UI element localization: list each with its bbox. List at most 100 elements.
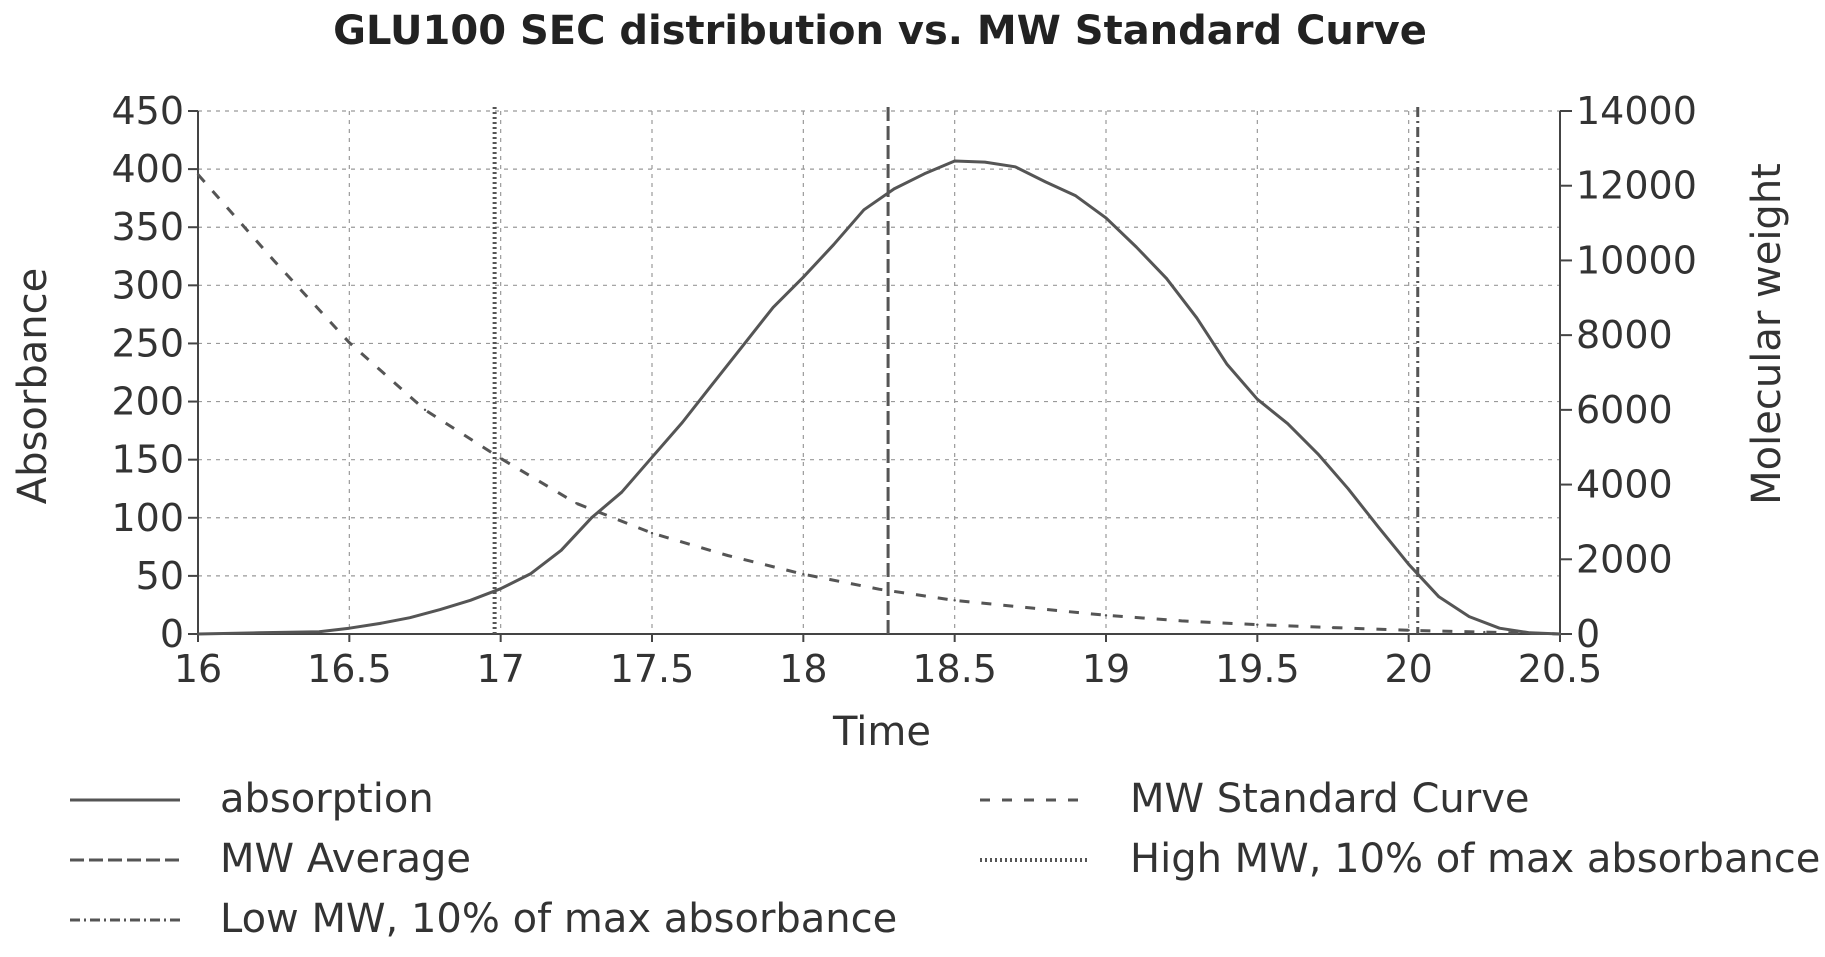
absorption-point: [1377, 525, 1380, 529]
absorption-point: [983, 160, 987, 164]
mw-standard-curve-point: [499, 457, 502, 460]
series: [196, 107, 1562, 636]
absorption-point: [892, 187, 896, 191]
absorption-point: [862, 208, 866, 211]
legend-label-low-mw-10-of-max-absorbance: Low MW, 10% of max absorbance: [220, 896, 897, 942]
legend-label-mw-standard-curve: MW Standard Curve: [1130, 776, 1529, 822]
absorption-point: [1286, 422, 1289, 425]
absorption-point: [1468, 615, 1471, 618]
x-tick-label: 16.5: [307, 647, 392, 691]
legend-label-high-mw-10-of-max-absorbance: High MW, 10% of max absorbance: [1130, 836, 1820, 882]
mw-standard-curve-point: [1558, 632, 1562, 636]
y-tick-label: 50: [136, 554, 184, 598]
tick-labels: 16 16.5 17 17.5 18 18.5 19 19.5 20 20.50501001502…: [111, 89, 1696, 691]
y2-tick-label: 10000: [1576, 238, 1697, 282]
y2-tick-label: 2000: [1576, 537, 1673, 581]
absorption-point: [1135, 245, 1138, 249]
absorption-point: [620, 491, 623, 494]
absorption-point: [832, 243, 835, 246]
absorption-point: [317, 630, 321, 633]
absorption-point: [1104, 216, 1108, 220]
absorption-point: [1256, 398, 1259, 401]
absorption-point: [348, 626, 351, 630]
mw-standard-curve-point: [1331, 626, 1335, 629]
absorption-point: [560, 549, 563, 552]
absorption-point: [923, 172, 926, 175]
absorption-point: [378, 622, 381, 625]
absorption-point: [499, 587, 502, 590]
absorption-point: [681, 421, 684, 424]
y2-tick-label: 0: [1576, 612, 1600, 656]
x-tick-label: 20: [1384, 647, 1432, 691]
mw-standard-curve-point: [575, 502, 578, 505]
absorption-point: [1044, 180, 1047, 184]
x-tick-label: 18: [779, 647, 827, 691]
absorption-point: [196, 632, 200, 636]
legend-label-mw-average: MW Average: [220, 836, 471, 882]
absorption-point: [741, 344, 744, 347]
y2-tick-label: 8000: [1576, 313, 1673, 357]
absorption-point: [953, 159, 956, 163]
mw-standard-curve-point: [1104, 614, 1108, 617]
absorption-point: [529, 572, 533, 575]
y2-tick-label: 6000: [1576, 388, 1673, 432]
absorption-point: [1437, 595, 1441, 599]
mw-standard-curve-point: [423, 408, 427, 412]
mw-standard-curve-point: [1256, 623, 1259, 626]
y-tick-label: 150: [111, 438, 184, 482]
y2-tick-label: 12000: [1576, 164, 1697, 208]
x-tick-label: 19: [1082, 647, 1130, 691]
mw-standard-curve-point: [272, 259, 275, 262]
mw-standard-curve-point: [1483, 630, 1486, 634]
absorption-point: [469, 599, 472, 602]
x-tick-label: 17: [476, 647, 524, 691]
legend-label-absorption: absorption: [220, 776, 434, 822]
x-tick-label: 19.5: [1215, 647, 1300, 691]
y-tick-label: 450: [111, 89, 184, 133]
absorption-point: [1195, 316, 1199, 320]
grid: [197, 110, 1561, 635]
absorption-point: [1528, 631, 1531, 635]
absorption-point: [650, 456, 654, 459]
mw-standard-curve-point: [348, 341, 351, 344]
absorption-point: [1165, 277, 1168, 280]
mw-standard-curve-point: [196, 173, 200, 176]
y2-tick-label: 14000: [1576, 89, 1697, 133]
x-tick-label: 16: [174, 647, 222, 691]
y-tick-label: 350: [111, 205, 184, 249]
y-axis-label: Absorbance: [10, 268, 56, 504]
mw-standard-curve-line: [196, 173, 1561, 636]
y-tick-label: 100: [111, 496, 184, 540]
absorption-line: [197, 159, 1561, 636]
absorption-point: [438, 608, 442, 611]
x-tick-label: 20.5: [1518, 647, 1603, 691]
mw-standard-curve-point: [1029, 606, 1032, 610]
mw-standard-curve-point: [650, 531, 654, 535]
absorption-point: [1407, 563, 1410, 566]
y-tick-label: 0: [160, 612, 184, 656]
legend: absorption MW Standard Curve MW Average Hig…: [70, 776, 1820, 942]
absorption-point: [1346, 487, 1350, 490]
chart-title: GLU100 SEC distribution vs. MW Standard …: [333, 8, 1427, 54]
absorption-point: [1316, 452, 1320, 456]
absorption-point: [408, 616, 412, 619]
mw-standard-curve-point: [953, 599, 956, 602]
axes: [188, 110, 1572, 642]
x-tick-label: 17.5: [610, 647, 695, 691]
absorption-point: [590, 516, 593, 519]
absorption-point: [802, 275, 805, 279]
y-tick-label: 400: [111, 147, 184, 191]
mw-standard-curve-point: [1180, 619, 1183, 623]
mw-standard-curve-point: [726, 554, 729, 557]
absorption-point: [1014, 165, 1017, 168]
y2-tick-label: 4000: [1576, 463, 1673, 507]
y-tick-label: 200: [111, 380, 184, 424]
absorption-point: [1074, 194, 1077, 198]
mw-standard-curve-point: [802, 573, 805, 576]
y-tick-label: 250: [111, 321, 184, 365]
y2-axis-label: Molecular weight: [1744, 163, 1790, 505]
absorption-point: [257, 631, 260, 635]
x-axis-label: Time: [832, 709, 931, 755]
mw-standard-curve-point: [877, 587, 881, 591]
